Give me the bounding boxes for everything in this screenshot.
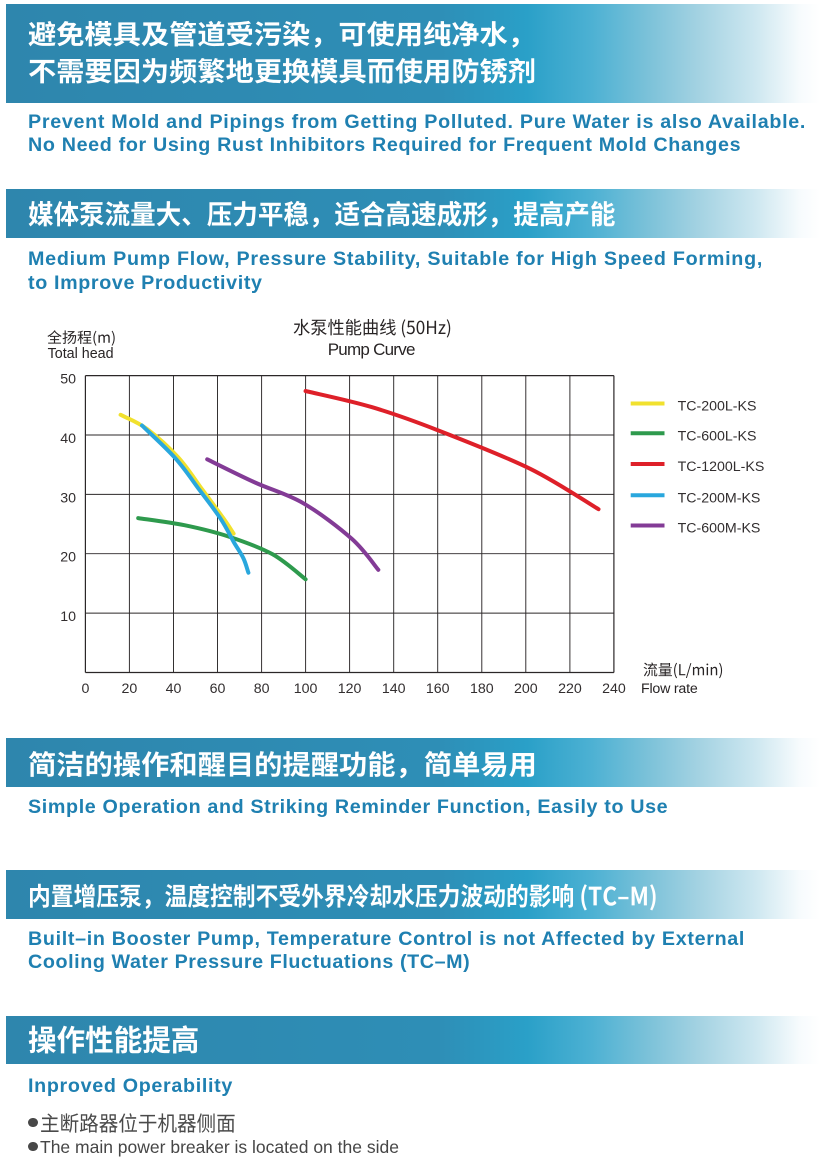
svg-text:200: 200	[514, 681, 538, 697]
svg-text:40: 40	[60, 431, 76, 447]
svg-text:180: 180	[470, 681, 494, 697]
svg-text:80: 80	[254, 681, 270, 697]
svg-text:120: 120	[338, 681, 362, 697]
svg-text:40: 40	[166, 681, 182, 697]
svg-text:10: 10	[60, 609, 76, 625]
svg-text:240: 240	[602, 681, 626, 697]
svg-text:TC-200M-KS: TC-200M-KS	[678, 490, 761, 506]
svg-text:20: 20	[60, 550, 76, 566]
svg-text:20: 20	[122, 681, 138, 697]
svg-text:60: 60	[210, 681, 226, 697]
svg-text:TC-600L-KS: TC-600L-KS	[678, 428, 757, 444]
svg-text:160: 160	[426, 681, 450, 697]
svg-text:TC-600M-KS: TC-600M-KS	[678, 521, 761, 537]
svg-text:30: 30	[60, 490, 76, 506]
svg-text:TC-200L-KS: TC-200L-KS	[678, 399, 757, 415]
svg-text:100: 100	[294, 681, 318, 697]
svg-text:50: 50	[60, 372, 76, 388]
svg-text:TC-1200L-KS: TC-1200L-KS	[678, 459, 765, 475]
svg-text:220: 220	[558, 681, 582, 697]
svg-text:140: 140	[382, 681, 406, 697]
svg-text:0: 0	[81, 681, 89, 697]
